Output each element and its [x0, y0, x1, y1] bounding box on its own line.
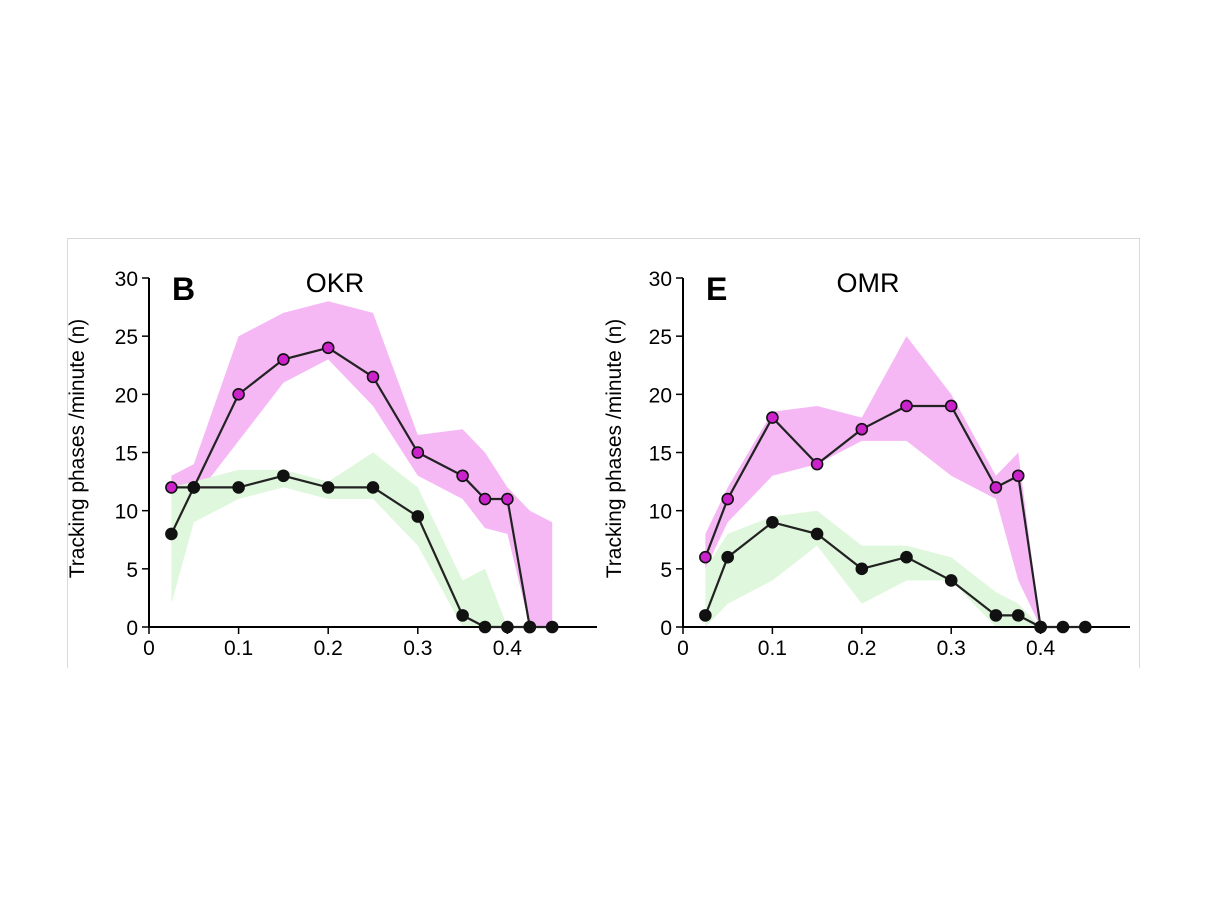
- data-point-series-1: [900, 550, 913, 564]
- y-axis-label: Tracking phases /minute (n): [66, 319, 89, 579]
- data-point-series-1: [232, 481, 245, 494]
- data-point-series-1: [523, 620, 537, 634]
- x-tick-label: 0.2: [314, 637, 343, 660]
- data-point-series-1: [1034, 620, 1047, 634]
- x-tick-label: 0.3: [937, 637, 966, 660]
- x-tick-label: 0.1: [224, 637, 253, 660]
- data-point-series-0: [411, 446, 425, 459]
- y-tick-label: 30: [649, 268, 672, 291]
- figure-frame: [67, 238, 1140, 668]
- y-tick-label: 15: [115, 443, 138, 466]
- y-tick-label: 15: [649, 443, 672, 466]
- data-point-series-1: [699, 609, 712, 622]
- x-tick-label: 0: [143, 637, 155, 660]
- data-point-series-1: [1011, 609, 1025, 622]
- data-point-series-1: [1056, 620, 1070, 634]
- chart-title: OKR: [306, 268, 365, 298]
- data-point-series-1: [187, 481, 201, 494]
- y-axis-label: Tracking phases /minute (n): [603, 319, 626, 579]
- data-point-series-0: [721, 492, 735, 506]
- data-point-series-1: [721, 550, 735, 564]
- chart-panel-e: 0 5 10 15 20 25 30 0 0.1 0.2 0.3 0.4 Tracking phases…: [603, 268, 1130, 660]
- data-point-series-1: [366, 481, 380, 494]
- y-tick-label: 20: [115, 384, 138, 407]
- data-point-series-0: [810, 457, 824, 471]
- data-point-series-0: [1011, 469, 1025, 483]
- panel-letter: B: [172, 271, 195, 307]
- x-tick-label: 0.4: [493, 637, 523, 660]
- data-point-series-1: [277, 469, 290, 483]
- data-point-series-1: [456, 609, 469, 622]
- x-tick-label: 0: [677, 637, 689, 660]
- data-point-series-0: [478, 492, 492, 506]
- data-point-series-0: [321, 341, 335, 355]
- data-point-series-0: [900, 399, 913, 413]
- data-point-series-1: [766, 515, 779, 529]
- data-point-series-0: [501, 492, 514, 506]
- data-point-series-1: [478, 620, 492, 634]
- data-point-series-0: [232, 388, 245, 401]
- data-point-series-0: [989, 481, 1003, 494]
- data-point-series-1: [855, 562, 869, 576]
- data-point-series-1: [545, 620, 559, 634]
- data-point-series-0: [456, 469, 469, 483]
- y-tick-label: 25: [649, 326, 672, 349]
- confidence-band-0: [171, 301, 553, 627]
- y-tick-label: 5: [660, 559, 672, 582]
- data-point-series-0: [699, 550, 712, 564]
- y-tick-label: 10: [649, 501, 672, 524]
- data-point-series-0: [855, 422, 869, 436]
- y-tick-label: 25: [115, 326, 138, 349]
- confidence-band-0: [705, 336, 1041, 627]
- data-point-series-0: [366, 370, 380, 384]
- y-tick-label: 10: [115, 501, 138, 524]
- data-point-series-1: [321, 481, 335, 494]
- panel-letter: E: [706, 271, 727, 307]
- data-point-series-1: [411, 510, 425, 523]
- y-tick-label: 30: [115, 268, 138, 291]
- data-point-series-0: [277, 353, 290, 366]
- data-point-series-0: [766, 411, 779, 424]
- chart-panel-b: 0 5 10 15 20 25 30 0 0.1 0.2 0.3 0.4 Tracking phases…: [66, 268, 597, 660]
- x-tick-label: 0.4: [1026, 637, 1056, 660]
- chart-title: OMR: [837, 268, 900, 298]
- data-point-series-1: [1079, 620, 1092, 634]
- data-point-series-1: [989, 609, 1003, 622]
- confidence-band-1: [705, 510, 1041, 627]
- data-point-series-1: [944, 574, 958, 587]
- data-point-series-1: [501, 620, 514, 634]
- y-tick-label: 0: [660, 617, 672, 640]
- data-point-series-1: [810, 527, 824, 541]
- data-point-series-0: [944, 399, 958, 413]
- x-tick-label: 0.3: [403, 637, 432, 660]
- x-tick-label: 0.2: [847, 637, 876, 660]
- y-tick-label: 20: [649, 384, 672, 407]
- series-line-0: [704, 404, 1042, 628]
- x-tick-label: 0.1: [758, 637, 787, 660]
- y-tick-label: 5: [126, 559, 138, 582]
- y-tick-label: 0: [126, 617, 138, 640]
- data-point-series-1: [165, 527, 178, 541]
- data-point-series-0: [165, 481, 178, 494]
